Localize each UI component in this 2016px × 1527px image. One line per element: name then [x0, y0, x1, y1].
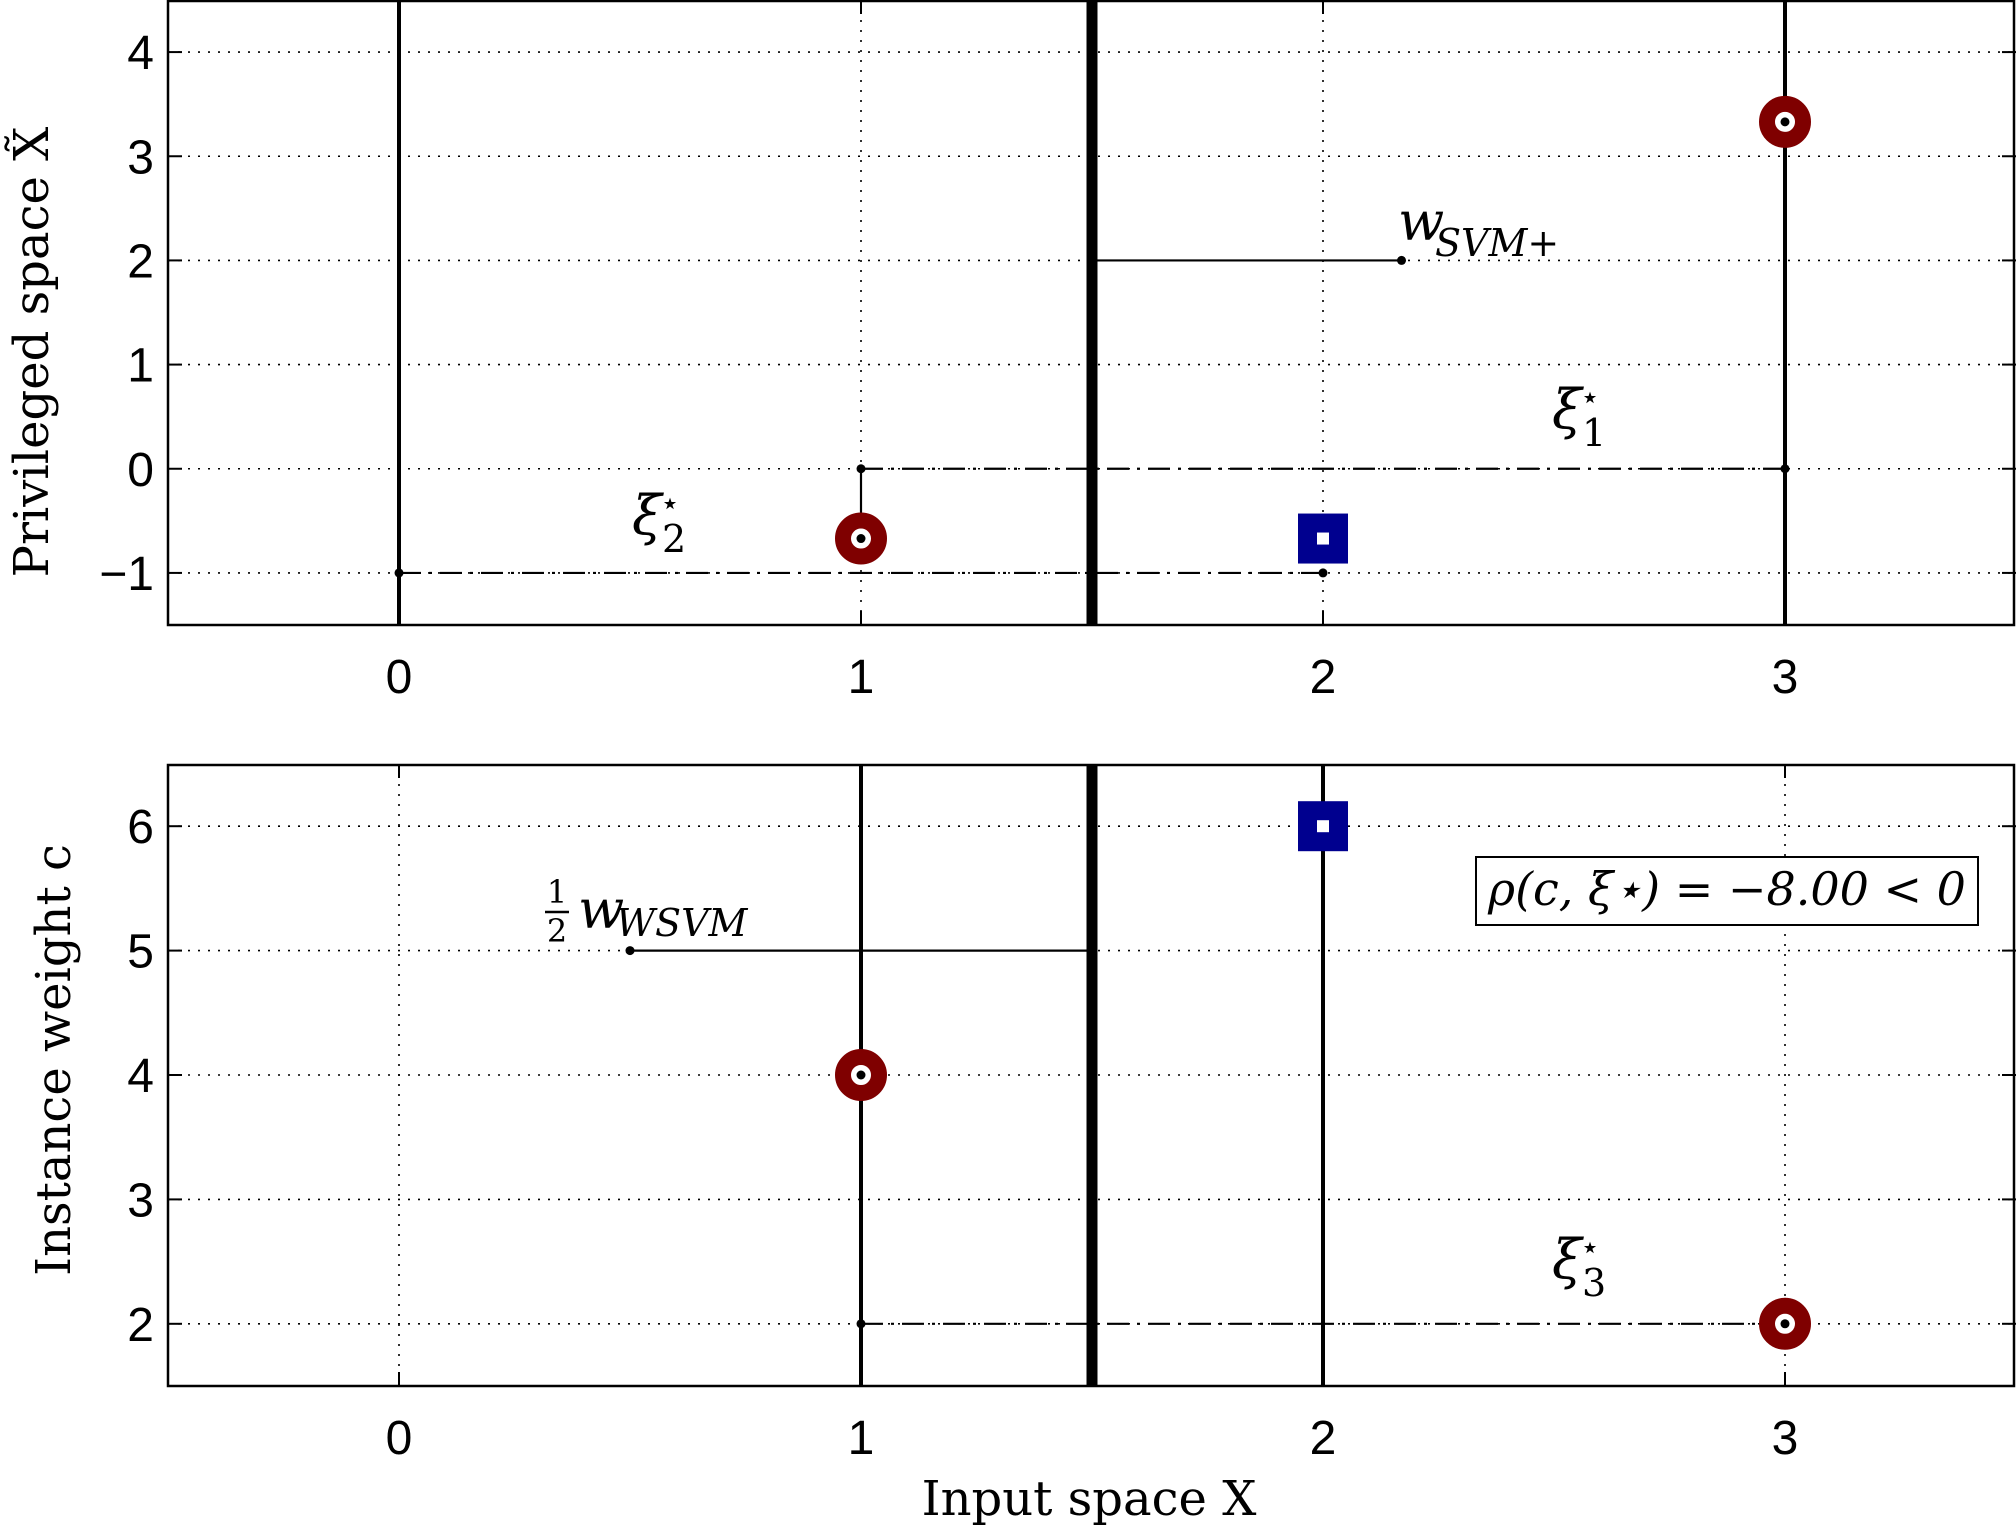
bottom-y-tick-label: 5 — [127, 926, 154, 979]
top-slack-end-dot — [1319, 568, 1328, 577]
bottom-circle-point-center — [857, 1071, 866, 1080]
top-square-point-center — [1317, 533, 1329, 545]
top-y-tick-label: −1 — [99, 548, 154, 601]
bottom-x-axis-label: Input space X — [922, 1471, 1257, 1527]
top-x-tick-label: 0 — [386, 651, 413, 704]
top-weight-vector-tip — [1397, 256, 1406, 265]
top-y-ticks: −1 0 1 2 3 4 — [99, 27, 2016, 601]
bottom-y-tick-label: 6 — [127, 801, 154, 854]
top-x-tick-label: 3 — [1772, 651, 1799, 704]
bottom-x-tick-label: 1 — [848, 1412, 875, 1465]
svg-text:2: 2 — [547, 912, 567, 950]
xi-3-label: ξ ⋆ 3 — [1552, 1228, 1606, 1305]
xi-1-label: ξ ⋆ 1 — [1552, 378, 1606, 455]
bottom-y-axis-label: Instance weight c — [26, 844, 82, 1276]
bottom-y-tick-label: 2 — [127, 1299, 154, 1352]
xi-2-label: ξ ⋆ 2 — [632, 484, 686, 561]
bottom-square-point-center — [1317, 820, 1329, 832]
bottom-weight-vector-tip — [626, 946, 635, 955]
svg-text:1: 1 — [1582, 411, 1606, 455]
top-circle-point-center — [857, 534, 866, 543]
top-y-tick-label: 4 — [127, 27, 154, 80]
bottom-x-tick-label: 3 — [1772, 1412, 1799, 1465]
top-lines — [395, 0, 1790, 625]
top-points — [843, 104, 1803, 564]
svg-text:ρ(c, ξ⋆) = −8.00 < 0: ρ(c, ξ⋆) = −8.00 < 0 — [1487, 862, 1966, 916]
top-x-tick-label: 1 — [848, 651, 875, 704]
bottom-y-tick-label: 3 — [127, 1174, 154, 1227]
bottom-slack-end-dot — [857, 1319, 866, 1328]
bottom-x-tick-label: 0 — [386, 1412, 413, 1465]
top-y-tick-label: 3 — [127, 131, 154, 184]
top-slack-end-dot — [395, 568, 404, 577]
top-y-tick-label: 2 — [127, 235, 154, 288]
w-svm-plus-label: w SVM+ — [1398, 190, 1559, 265]
rho-annotation-box: ρ(c, ξ⋆) = −8.00 < 0 — [1476, 857, 1978, 925]
top-y-tick-label: 1 — [127, 340, 154, 393]
svg-text:SVM+: SVM+ — [1435, 221, 1559, 265]
top-circle-point-center — [1781, 117, 1790, 126]
top-y-tick-label: 0 — [127, 444, 154, 497]
svg-text:2: 2 — [662, 517, 686, 561]
svg-text:3: 3 — [1582, 1261, 1606, 1305]
svg-text:1: 1 — [547, 873, 567, 911]
bottom-circle-point-center — [1781, 1319, 1790, 1328]
bottom-x-tick-label: 2 — [1310, 1412, 1337, 1465]
top-y-axis-label: Privileged space X̃ — [2, 127, 60, 578]
svg-text:WSVM: WSVM — [616, 901, 749, 945]
bottom-y-tick-label: 4 — [127, 1050, 154, 1103]
top-slack-end-dot — [1781, 464, 1790, 473]
half-w-wsvm-label: 1 2 w WSVM — [545, 873, 749, 950]
top-x-tick-label: 2 — [1310, 651, 1337, 704]
